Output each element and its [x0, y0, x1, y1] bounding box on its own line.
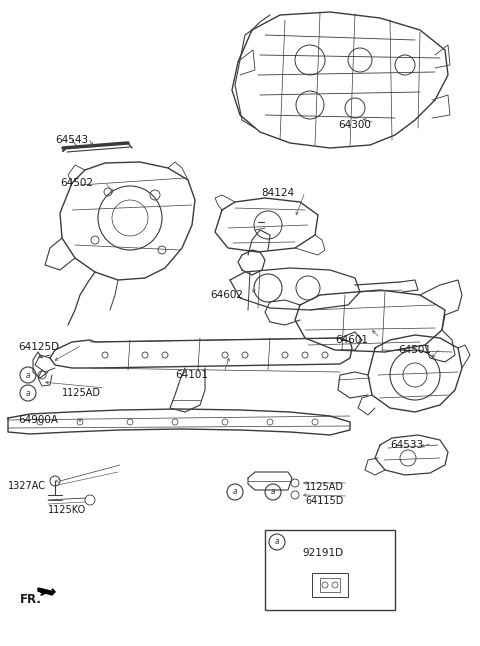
Text: a: a: [233, 488, 237, 497]
Text: 1125KO: 1125KO: [48, 505, 86, 515]
Text: a: a: [275, 537, 279, 547]
Text: 64501: 64501: [398, 345, 431, 355]
Text: 64602: 64602: [210, 290, 243, 300]
Text: 64601: 64601: [335, 335, 368, 345]
Text: 1125AD: 1125AD: [62, 388, 101, 398]
Text: 64900A: 64900A: [18, 415, 58, 425]
Text: 64101: 64101: [175, 370, 208, 380]
Text: 64533: 64533: [390, 440, 423, 450]
Text: FR.: FR.: [20, 593, 42, 606]
Text: 64300: 64300: [338, 120, 371, 130]
Text: 84124: 84124: [261, 188, 294, 198]
Text: 64543: 64543: [55, 135, 88, 145]
Text: a: a: [271, 488, 276, 497]
Text: 92191D: 92191D: [302, 548, 343, 558]
Bar: [312, 573, 348, 597]
Text: 1327AC: 1327AC: [8, 481, 46, 491]
Bar: [320, 578, 340, 592]
Text: 64125D: 64125D: [18, 342, 59, 352]
Text: 64502: 64502: [60, 178, 93, 188]
Text: a: a: [26, 371, 30, 379]
Text: 1125AD: 1125AD: [305, 482, 344, 492]
Text: 64115D: 64115D: [305, 496, 343, 506]
Text: a: a: [26, 388, 30, 397]
Polygon shape: [38, 588, 55, 595]
Bar: [265, 530, 395, 610]
